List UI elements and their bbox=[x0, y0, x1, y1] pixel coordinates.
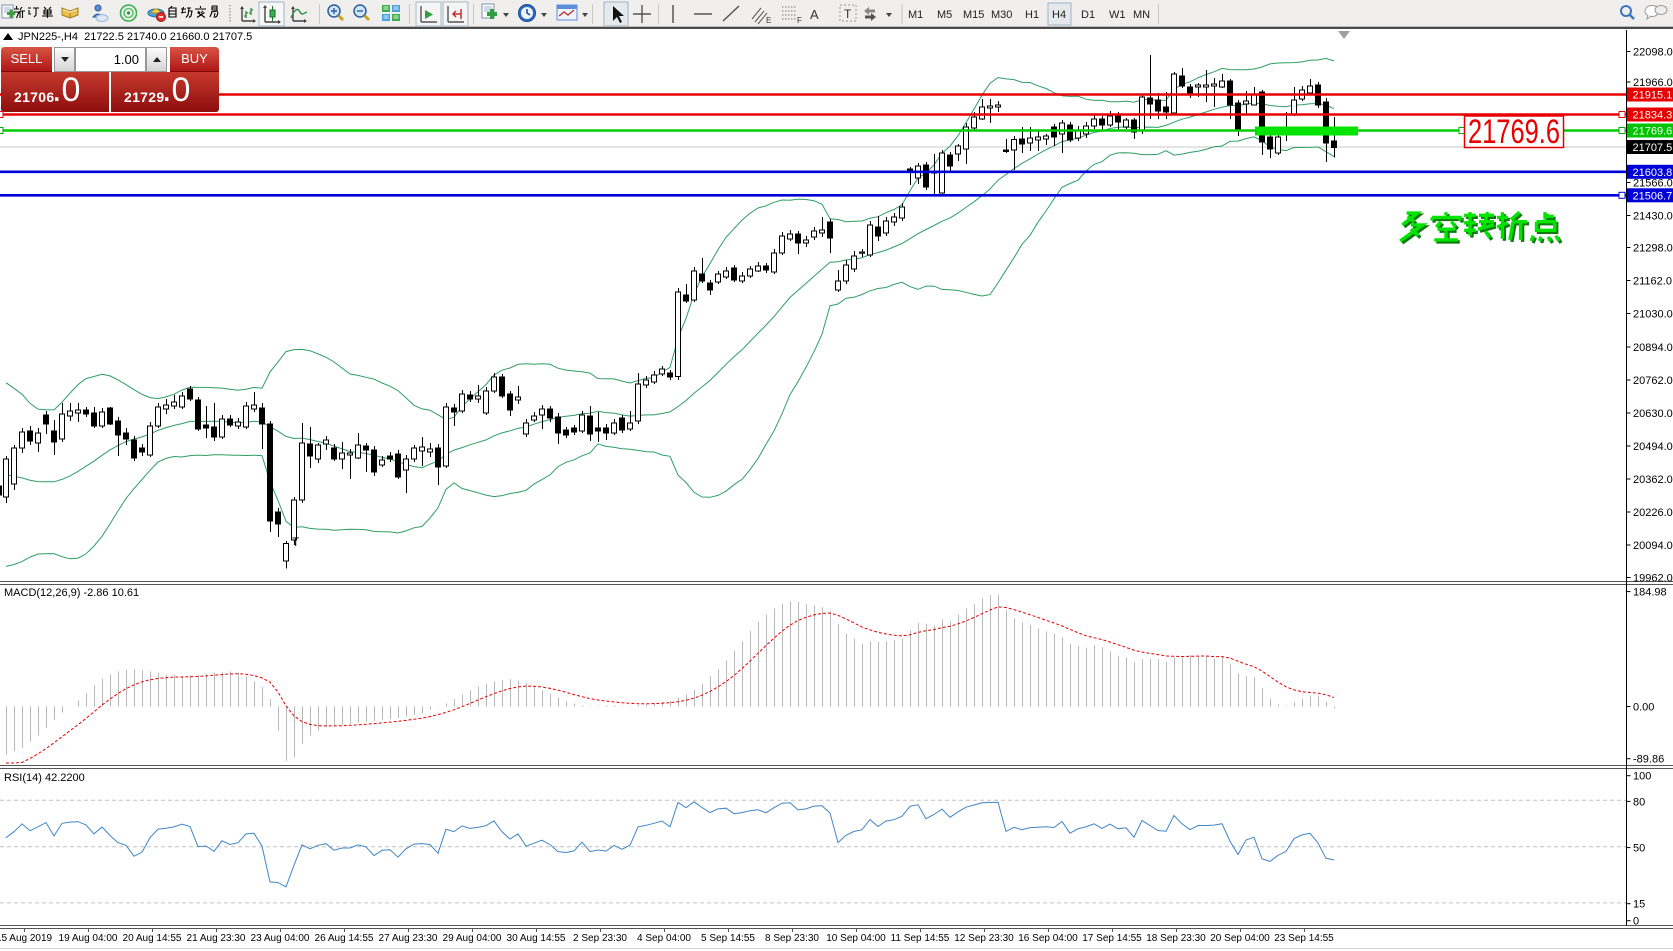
svg-text:26 Aug 14:55: 26 Aug 14:55 bbox=[315, 933, 374, 944]
svg-text:M5: M5 bbox=[937, 9, 952, 21]
svg-text:29 Aug 04:00: 29 Aug 04:00 bbox=[443, 933, 502, 944]
svg-text:W1: W1 bbox=[1109, 9, 1126, 21]
svg-text:22098.0: 22098.0 bbox=[1633, 47, 1673, 59]
svg-text:4 Sep 04:00: 4 Sep 04:00 bbox=[637, 933, 691, 944]
svg-text:21430.0: 21430.0 bbox=[1633, 211, 1673, 223]
svg-text:100: 100 bbox=[1633, 771, 1651, 783]
svg-text:20 Sep 04:00: 20 Sep 04:00 bbox=[1210, 933, 1270, 944]
svg-text:21 Aug 23:30: 21 Aug 23:30 bbox=[187, 933, 246, 944]
svg-text:10 Sep 04:00: 10 Sep 04:00 bbox=[826, 933, 886, 944]
svg-text:21966.0: 21966.0 bbox=[1633, 77, 1673, 89]
svg-text:F: F bbox=[797, 16, 802, 25]
svg-text:MN: MN bbox=[1133, 9, 1150, 21]
svg-text:15 Aug 2019: 15 Aug 2019 bbox=[0, 933, 53, 944]
svg-text:H1: H1 bbox=[1025, 9, 1039, 21]
svg-text:21603.8: 21603.8 bbox=[1633, 167, 1673, 179]
svg-text:30 Aug 14:55: 30 Aug 14:55 bbox=[507, 933, 566, 944]
svg-text:20 Aug 14:55: 20 Aug 14:55 bbox=[123, 933, 182, 944]
svg-text:21769.6: 21769.6 bbox=[1633, 126, 1673, 138]
svg-text:20630.0: 20630.0 bbox=[1633, 408, 1673, 420]
svg-text:21298.0: 21298.0 bbox=[1633, 243, 1673, 255]
svg-text:21769.6: 21769.6 bbox=[1468, 113, 1560, 151]
svg-text:0: 0 bbox=[1633, 916, 1639, 928]
svg-text:RSI(14) 42.2200: RSI(14) 42.2200 bbox=[4, 772, 85, 784]
svg-text:80: 80 bbox=[1633, 796, 1645, 808]
svg-text:A: A bbox=[810, 7, 819, 22]
svg-text:21915.1: 21915.1 bbox=[1633, 90, 1673, 102]
svg-text:M1: M1 bbox=[908, 9, 923, 21]
svg-text:M15: M15 bbox=[963, 9, 984, 21]
svg-text:21506.7: 21506.7 bbox=[1633, 190, 1673, 202]
svg-text:50: 50 bbox=[1633, 843, 1645, 855]
svg-text:21707.5: 21707.5 bbox=[1633, 142, 1673, 154]
svg-text:H4: H4 bbox=[1052, 9, 1066, 21]
svg-text:20894.0: 20894.0 bbox=[1633, 342, 1673, 354]
svg-text:19 Aug 04:00: 19 Aug 04:00 bbox=[59, 933, 118, 944]
svg-text:19962.0: 19962.0 bbox=[1633, 573, 1673, 585]
svg-text:-89.86: -89.86 bbox=[1633, 754, 1664, 766]
svg-text:21566.0: 21566.0 bbox=[1633, 178, 1673, 190]
svg-text:23 Sep 14:55: 23 Sep 14:55 bbox=[1274, 933, 1334, 944]
svg-text:M30: M30 bbox=[991, 9, 1012, 21]
svg-text:18 Sep 23:30: 18 Sep 23:30 bbox=[1146, 933, 1206, 944]
svg-text:11 Sep 14:55: 11 Sep 14:55 bbox=[891, 933, 950, 944]
svg-text:MACD(12,26,9) -2.86 10.61: MACD(12,26,9) -2.86 10.61 bbox=[4, 587, 139, 599]
svg-text:21834.3: 21834.3 bbox=[1633, 110, 1673, 122]
svg-text:T: T bbox=[844, 7, 852, 21]
svg-text:23 Aug 04:00: 23 Aug 04:00 bbox=[251, 933, 310, 944]
svg-text:20362.0: 20362.0 bbox=[1633, 474, 1673, 486]
svg-text:8 Sep 23:30: 8 Sep 23:30 bbox=[765, 933, 819, 944]
svg-text:27 Aug 23:30: 27 Aug 23:30 bbox=[379, 933, 438, 944]
svg-text:21162.0: 21162.0 bbox=[1633, 276, 1672, 288]
svg-text:T: T bbox=[292, 535, 300, 549]
svg-text:20762.0: 20762.0 bbox=[1633, 375, 1673, 387]
svg-text:12 Sep 23:30: 12 Sep 23:30 bbox=[954, 933, 1014, 944]
svg-text:20494.0: 20494.0 bbox=[1633, 441, 1673, 453]
svg-text:20226.0: 20226.0 bbox=[1633, 507, 1673, 519]
svg-text:16 Sep 04:00: 16 Sep 04:00 bbox=[1018, 933, 1078, 944]
svg-text:21030.0: 21030.0 bbox=[1633, 309, 1673, 321]
svg-text:D1: D1 bbox=[1081, 9, 1095, 21]
svg-text:15: 15 bbox=[1633, 899, 1645, 911]
svg-text:0.00: 0.00 bbox=[1633, 702, 1654, 714]
svg-text:184.98: 184.98 bbox=[1633, 587, 1667, 599]
svg-text:20094.0: 20094.0 bbox=[1633, 540, 1673, 552]
svg-text:E: E bbox=[766, 16, 771, 25]
svg-text:17 Sep 14:55: 17 Sep 14:55 bbox=[1082, 933, 1142, 944]
svg-text:2 Sep 23:30: 2 Sep 23:30 bbox=[573, 933, 627, 944]
svg-text:5 Sep 14:55: 5 Sep 14:55 bbox=[701, 933, 755, 944]
